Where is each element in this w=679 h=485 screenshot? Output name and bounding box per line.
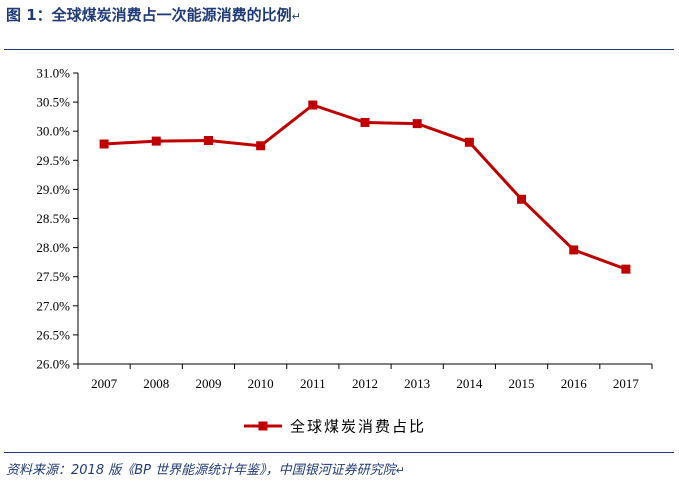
y-tick-label: 27.0% — [36, 298, 70, 313]
y-tick-label: 29.0% — [36, 182, 70, 197]
figure-title: 图 1：全球煤炭消费占一次能源消费的比例↵ — [6, 4, 301, 25]
y-tick-label: 29.5% — [36, 153, 70, 168]
x-tick-label: 2013 — [404, 376, 430, 391]
x-tick-label: 2012 — [352, 376, 378, 391]
y-tick-label: 26.5% — [36, 327, 70, 342]
y-tick-label: 26.0% — [36, 357, 70, 372]
data-point — [99, 139, 109, 149]
return-mark-icon: ↵ — [395, 464, 405, 477]
x-tick-label: 2011 — [300, 376, 326, 391]
source-note: 资料来源：2018 版《BP 世界能源统计年鉴》，中国银河证券研究院↵ — [6, 459, 405, 478]
data-point — [360, 117, 370, 127]
y-tick-label: 28.5% — [36, 211, 70, 226]
source-rule — [4, 452, 674, 453]
data-point — [151, 136, 161, 146]
data-point — [256, 141, 266, 151]
data-point — [464, 137, 474, 147]
x-tick-label: 2008 — [143, 376, 169, 391]
title-rule — [4, 49, 674, 50]
data-point — [517, 194, 527, 204]
x-tick-label: 2017 — [613, 376, 640, 391]
x-tick-label: 2014 — [456, 376, 483, 391]
x-tick-label: 2015 — [509, 376, 535, 391]
figure-title-text: 图 1：全球煤炭消费占一次能源消费的比例 — [6, 6, 292, 24]
legend-label: 全球煤炭消费占比 — [290, 418, 426, 436]
y-tick-label: 27.5% — [36, 269, 70, 284]
source-text: 资料来源：2018 版《BP 世界能源统计年鉴》，中国银河证券研究院 — [6, 463, 396, 478]
data-point — [308, 100, 318, 110]
y-tick-label: 28.0% — [36, 240, 70, 255]
x-tick-label: 2009 — [195, 376, 221, 391]
x-tick-label: 2010 — [248, 376, 274, 391]
data-point — [621, 264, 631, 274]
series-line — [104, 103, 627, 271]
data-point — [569, 245, 579, 255]
return-mark-icon: ↵ — [291, 10, 301, 23]
x-tick-label: 2016 — [561, 376, 588, 391]
x-tick-label: 2007 — [91, 376, 118, 391]
line-chart: 26.0% 26.5% 27.0% 27.5% 28.0% 28.5% 29.0% 29.5%… — [36, 66, 653, 436]
y-tick-label: 30.5% — [36, 95, 70, 110]
data-point — [203, 136, 213, 146]
y-tick-label: 31.0% — [36, 66, 70, 81]
legend-marker — [258, 421, 268, 431]
data-point — [412, 119, 422, 129]
y-tick-label: 30.0% — [36, 124, 70, 139]
